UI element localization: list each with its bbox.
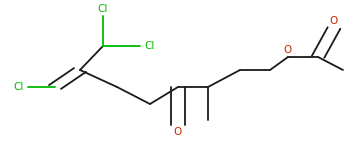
Text: Cl: Cl [144,41,155,51]
Text: Cl: Cl [13,82,24,92]
Text: O: O [330,16,338,26]
Text: O: O [284,45,292,55]
Text: O: O [174,127,182,137]
Text: Cl: Cl [98,4,108,14]
